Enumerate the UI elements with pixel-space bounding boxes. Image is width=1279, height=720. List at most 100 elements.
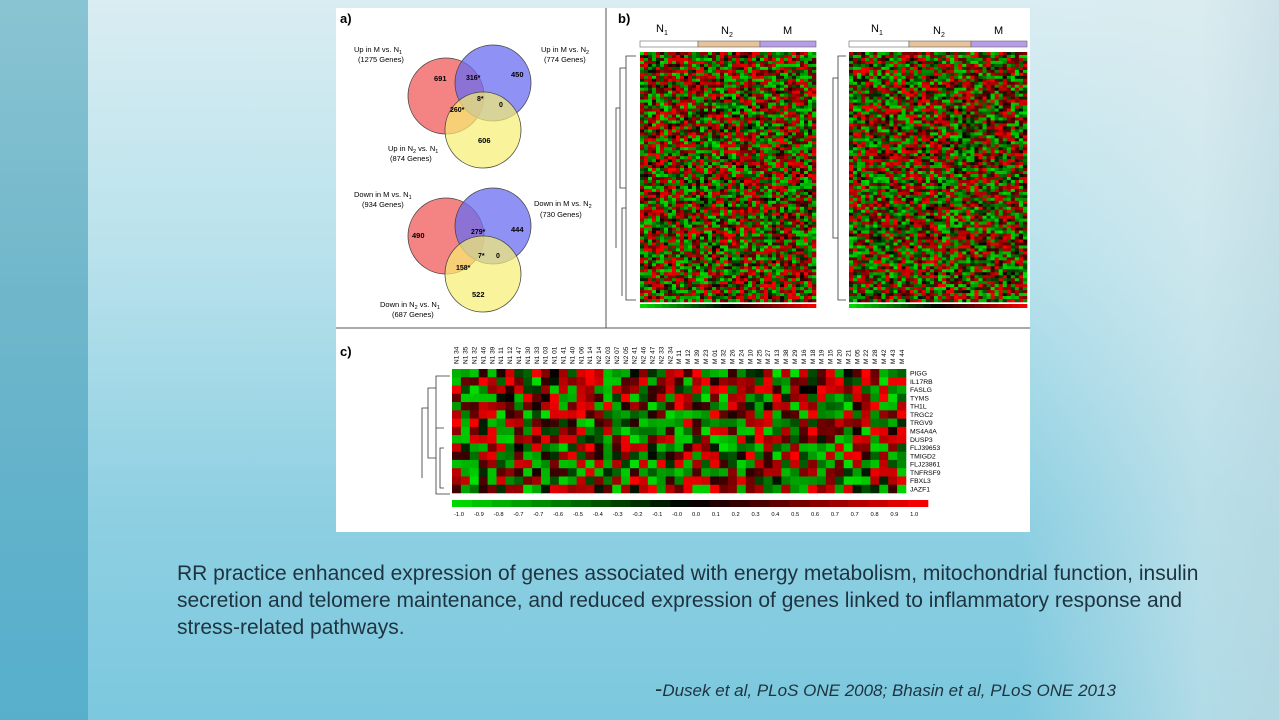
heatmap-b1-cell bbox=[704, 182, 709, 187]
heatmap-b1-cell bbox=[676, 102, 681, 106]
heatmap-b1-cell bbox=[644, 114, 649, 118]
heatmap-b1-cell bbox=[640, 284, 645, 288]
heatmap-b1-cell bbox=[656, 227, 661, 231]
heatmap-b2-cell bbox=[857, 57, 862, 62]
heatmap-b1-cell bbox=[704, 260, 709, 264]
heatmap-b2-cell bbox=[962, 90, 967, 94]
heatmap-b1-cell bbox=[680, 242, 685, 246]
heatmap-b2-cell bbox=[954, 120, 959, 124]
heatmap-b2-cell bbox=[897, 81, 902, 86]
heatmap-b1-cell bbox=[728, 84, 733, 89]
heatmap-b1-cell bbox=[696, 272, 701, 276]
heatmap-b1-cell bbox=[780, 57, 785, 62]
heatmap-b1-cell bbox=[728, 263, 733, 267]
heatmap-b1-cell bbox=[668, 203, 673, 208]
heatmap-b1-cell bbox=[644, 72, 649, 77]
heatmap-b1-cell bbox=[724, 159, 729, 163]
heatmap-b2-cell bbox=[990, 129, 995, 133]
heatmap-b1-cell bbox=[672, 272, 677, 276]
heatmap-b1-cell bbox=[808, 269, 813, 273]
heatmap-b1-cell bbox=[792, 156, 797, 160]
heatmap-b1-cell bbox=[696, 182, 701, 187]
heatmap-b1-cell bbox=[812, 57, 817, 62]
heatmap-b1-cell bbox=[708, 215, 713, 219]
heatmap-b1-cell bbox=[776, 200, 781, 205]
heatmap-b1-cell bbox=[652, 245, 657, 249]
heatmap-b1-cell bbox=[724, 141, 729, 145]
heatmap-b1-cell bbox=[640, 144, 645, 148]
heatmap-b1-cell bbox=[676, 275, 681, 279]
heatmap-b2-cell bbox=[849, 96, 854, 100]
heatmap-b1-cell bbox=[760, 218, 765, 222]
heatmap-b1-cell bbox=[792, 230, 797, 234]
heatmap-b1-cell bbox=[728, 212, 733, 216]
heatmap-b1-cell bbox=[704, 144, 709, 148]
heatmap-b2-cell bbox=[877, 72, 882, 77]
heatmap-b1-cell bbox=[768, 287, 773, 291]
heatmap-b2-cell bbox=[974, 111, 979, 115]
heatmap-b1-cell bbox=[680, 296, 685, 300]
heatmap-b1-cell bbox=[660, 272, 665, 276]
heatmap-b1-cell bbox=[772, 141, 777, 145]
heatmap-b2-cell bbox=[917, 90, 923, 94]
heatmap-b1-cell bbox=[680, 177, 685, 181]
heatmap-b1-cell bbox=[780, 153, 785, 157]
heatmap-b1-cell bbox=[788, 254, 793, 258]
heatmap-b1-cell bbox=[704, 266, 709, 270]
heatmap-b1-cell bbox=[640, 281, 645, 285]
heatmap-b1-cell bbox=[808, 185, 813, 190]
heatmap-b1-cell bbox=[784, 120, 789, 124]
heatmap-b1-cell bbox=[644, 212, 649, 216]
heatmap-b1-cell bbox=[808, 299, 813, 303]
heatmap-b1-cell bbox=[800, 147, 805, 151]
heatmap-b1-cell bbox=[744, 266, 749, 270]
heatmap-b1-cell bbox=[724, 102, 729, 106]
heatmap-b1-cell bbox=[712, 99, 717, 103]
heatmap-b1-cell bbox=[652, 224, 657, 228]
heatmap-b1-cell bbox=[652, 233, 657, 237]
heatmap-b1-cell bbox=[712, 147, 717, 151]
heatmap-b1-cell bbox=[784, 52, 789, 56]
heatmap-b1-cell bbox=[644, 52, 649, 56]
heatmap-b1-cell bbox=[688, 129, 693, 133]
heatmap-b1-cell bbox=[760, 105, 765, 109]
heatmap-b1-cell bbox=[744, 174, 749, 178]
heatmap-b1-cell bbox=[752, 203, 757, 208]
heatmap-b1-cell bbox=[748, 132, 753, 136]
heatmap-b1-cell bbox=[808, 105, 813, 109]
heatmap-b1-cell bbox=[748, 185, 753, 190]
heatmap-b1-cell bbox=[696, 275, 701, 279]
heatmap-b1-cell bbox=[768, 159, 773, 163]
heatmap-b2-cell bbox=[938, 57, 943, 62]
heatmap-b2-cell bbox=[966, 99, 971, 103]
heatmap-b2-cell bbox=[1006, 52, 1012, 56]
heatmap-b1-cell bbox=[772, 272, 777, 276]
heatmap-b2-cell bbox=[1022, 111, 1028, 115]
heatmap-b1-cell bbox=[668, 105, 673, 109]
heatmap-b2-cell bbox=[938, 72, 943, 77]
heatmap-b1-cell bbox=[652, 299, 657, 303]
heatmap-b1-cell bbox=[676, 132, 681, 136]
heatmap-b2-cell bbox=[954, 90, 959, 94]
heatmap-b1-cell bbox=[752, 117, 757, 121]
heatmap-b1-cell bbox=[640, 293, 645, 297]
heatmap-b1-cell bbox=[812, 209, 817, 214]
heatmap-b1-cell bbox=[708, 174, 713, 178]
heatmap-b1-cell bbox=[648, 84, 653, 89]
heatmap-b1-cell bbox=[716, 54, 721, 59]
heatmap-b1-cell bbox=[748, 52, 753, 56]
heatmap-b2-cell bbox=[929, 87, 935, 91]
heatmap-b2-cell bbox=[865, 135, 870, 139]
heatmap-b1-cell bbox=[700, 84, 705, 89]
heatmap-b1-cell bbox=[680, 215, 685, 219]
heatmap-b1-cell bbox=[648, 87, 653, 91]
heatmap-b1-cell bbox=[720, 200, 725, 205]
heatmap-b2-cell bbox=[1022, 66, 1028, 71]
heatmap-b1-cell bbox=[792, 120, 797, 124]
heatmap-b1-cell bbox=[712, 242, 717, 246]
heatmap-b2-cell bbox=[865, 111, 870, 115]
heatmap-b1-cell bbox=[708, 60, 713, 65]
heatmap-b1-cell bbox=[660, 251, 665, 255]
heatmap-b1-cell bbox=[800, 81, 805, 86]
heatmap-b1-cell bbox=[692, 212, 697, 216]
